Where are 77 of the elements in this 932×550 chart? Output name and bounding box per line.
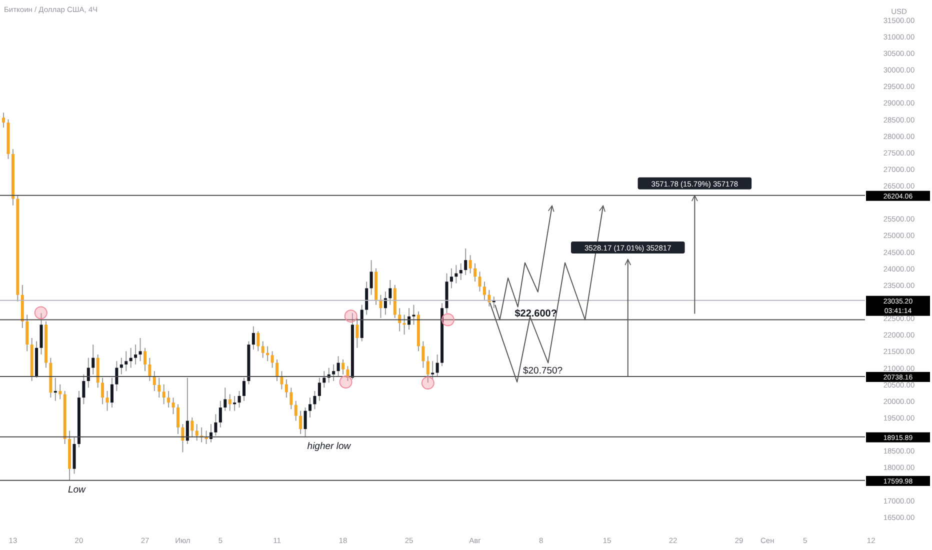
candlestick [186, 377, 189, 444]
candlestick [478, 271, 482, 292]
candlestick [218, 400, 222, 428]
candlestick [138, 337, 142, 362]
candlestick [181, 424, 184, 453]
candlestick [124, 350, 128, 372]
candlestick [252, 326, 255, 350]
candlestick [342, 358, 345, 375]
candlestick [384, 291, 387, 316]
candlestick [92, 344, 95, 375]
candlestick [242, 377, 246, 402]
candlestick [436, 354, 439, 377]
candlestick [110, 377, 114, 408]
candlestick [454, 264, 458, 284]
candlestick [294, 400, 298, 422]
candlestick [172, 397, 175, 415]
candlestick [167, 390, 170, 408]
candlestick [464, 248, 468, 276]
candlestick [426, 356, 430, 384]
candlestick [129, 347, 132, 368]
candlestick [482, 281, 486, 300]
candlestick [261, 340, 264, 358]
candlestick [152, 370, 156, 392]
candlestick [313, 390, 316, 410]
candlestick [284, 378, 288, 398]
candlestick [58, 384, 62, 400]
candlestick [101, 377, 104, 405]
candlestick [238, 390, 241, 408]
candlestick [106, 390, 109, 412]
candlestick [176, 404, 180, 435]
annotation: higher low [307, 440, 352, 452]
candlestick [299, 410, 302, 435]
candlestick [148, 357, 152, 382]
candlestick [474, 262, 477, 282]
candlestick [336, 356, 340, 377]
candlestick [450, 268, 453, 289]
candlestick [214, 414, 218, 436]
candlestick [256, 330, 260, 352]
candlestick [40, 312, 43, 356]
candlestick [26, 314, 29, 352]
candlestick [356, 318, 359, 348]
candlestick [190, 416, 194, 438]
candlestick [370, 260, 373, 296]
candlestick [158, 377, 161, 398]
candlestick [195, 424, 198, 442]
candlestick [304, 407, 307, 438]
candlestick [422, 340, 425, 368]
candlestick [280, 370, 284, 390]
candlestick [224, 387, 227, 412]
candlestick [204, 430, 208, 444]
candlestick [82, 374, 86, 405]
candlestick [115, 360, 118, 392]
candlestick [276, 358, 279, 382]
candlestick [388, 279, 392, 306]
candlestick [2, 112, 6, 128]
candlestick [431, 360, 434, 380]
candlestick [270, 350, 274, 368]
candlestick [54, 377, 57, 402]
candlestick [233, 395, 236, 412]
candlestick [332, 364, 336, 382]
annotation: Low [68, 484, 87, 496]
candlestick [86, 357, 90, 388]
candlestick [290, 387, 293, 410]
candlestick [134, 344, 138, 365]
candlestick [412, 304, 416, 326]
candlestick [468, 254, 472, 274]
candlestick [162, 384, 166, 405]
candlestick [308, 397, 312, 418]
candlestick [228, 394, 232, 412]
candlestick [459, 262, 462, 280]
candlestick [365, 281, 368, 316]
candlestick [322, 370, 326, 388]
candlestick [402, 314, 406, 336]
candlestick [318, 377, 321, 402]
candlestick [120, 357, 123, 375]
annotation: $20.750? [522, 365, 563, 376]
candlestick [143, 347, 146, 372]
